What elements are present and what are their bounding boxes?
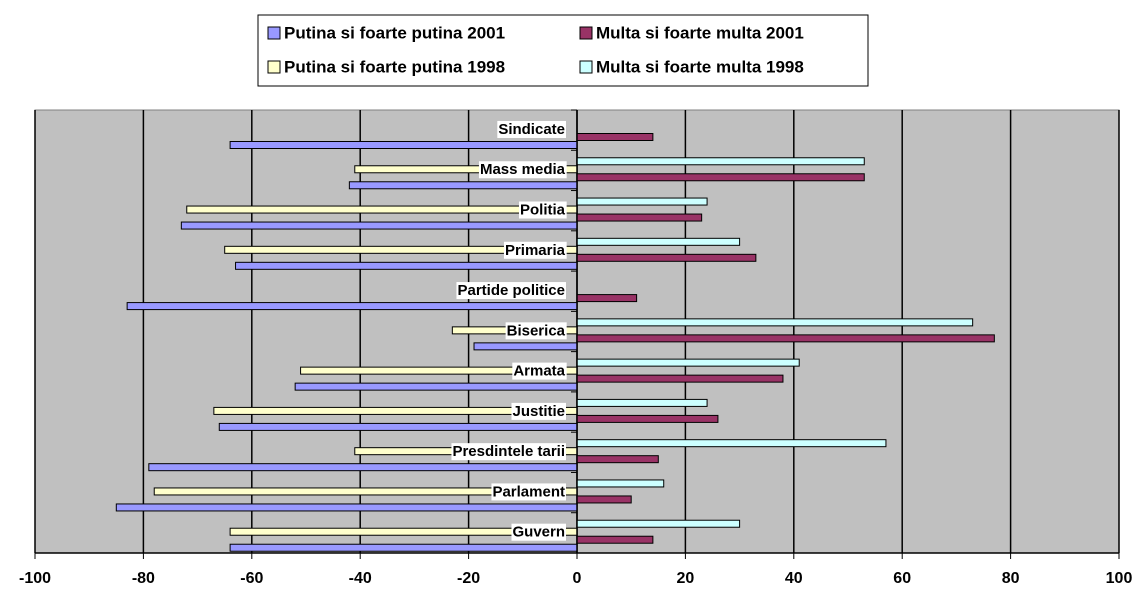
bar [576,495,632,504]
category-label-bg [497,120,566,138]
bar [235,261,578,270]
x-tick-label: -40 [349,570,372,587]
category-label: Primaria [505,242,566,259]
bar [186,205,578,214]
x-tick-label: 60 [893,570,911,587]
bar [473,342,578,351]
category-label-bg [511,523,566,541]
category-label: Presdintele tarii [452,443,565,460]
legend-label: Multa si foarte multa 1998 [596,57,804,76]
bar [348,181,578,190]
bar [576,455,659,464]
bar [229,543,578,552]
bar [576,318,974,327]
bar [126,302,578,311]
category-label: Mass media [480,161,566,178]
category-label-bg [512,362,567,380]
category-label: Parlament [492,483,565,500]
bar [218,422,578,431]
bar [576,398,708,407]
bar [576,133,654,141]
category-label-bg [518,201,567,219]
category-label: Politia [520,202,566,219]
legend-label: Putina si foarte putina 1998 [284,57,505,76]
bar [576,519,741,528]
category-label: Guvern [512,524,565,541]
legend-swatch [579,60,593,74]
legend-label: Multa si foarte multa 2001 [596,23,804,42]
bar [294,382,578,391]
bar [576,535,654,544]
category-label-bg [511,402,566,420]
x-tick-label: -20 [457,570,480,587]
bar [180,221,578,230]
category-label-bg [503,241,567,259]
category-label: Biserica [507,322,566,339]
bar [576,173,865,182]
bar [576,213,703,222]
bar [576,253,757,262]
bar [115,503,578,512]
x-tick-label: 40 [785,570,803,587]
x-tick-label: -60 [240,570,263,587]
x-tick-label: -100 [19,570,51,587]
x-tick-label: 0 [573,570,582,587]
bar [576,157,865,166]
bar [576,439,887,448]
bar [229,141,578,149]
category-label-bg [456,282,566,300]
x-tick-label: -80 [132,570,155,587]
bar [576,358,800,367]
bar [576,334,995,343]
x-tick-label: 100 [1106,570,1133,587]
category-label-bg [451,443,566,461]
x-tick-label: 20 [677,570,695,587]
legend-box [257,14,869,87]
bar [576,237,741,246]
category-label: Armata [513,363,565,380]
bar [148,463,578,472]
bar [576,479,665,488]
category-label: Sindicate [498,121,565,138]
category-label: Partide politice [457,282,565,299]
legend-swatch [579,26,593,40]
bar [576,294,638,303]
category-label-bg [505,322,567,340]
legend-swatch [267,26,281,40]
category-label-bg [478,161,567,179]
bar [576,414,719,423]
legend-label: Putina si foarte putina 2001 [284,23,505,42]
bar [576,374,784,383]
category-label-bg [491,483,566,501]
legend-swatch [267,60,281,74]
category-label: Justitie [512,403,565,420]
bar [576,197,708,206]
x-tick-label: 80 [1002,570,1020,587]
